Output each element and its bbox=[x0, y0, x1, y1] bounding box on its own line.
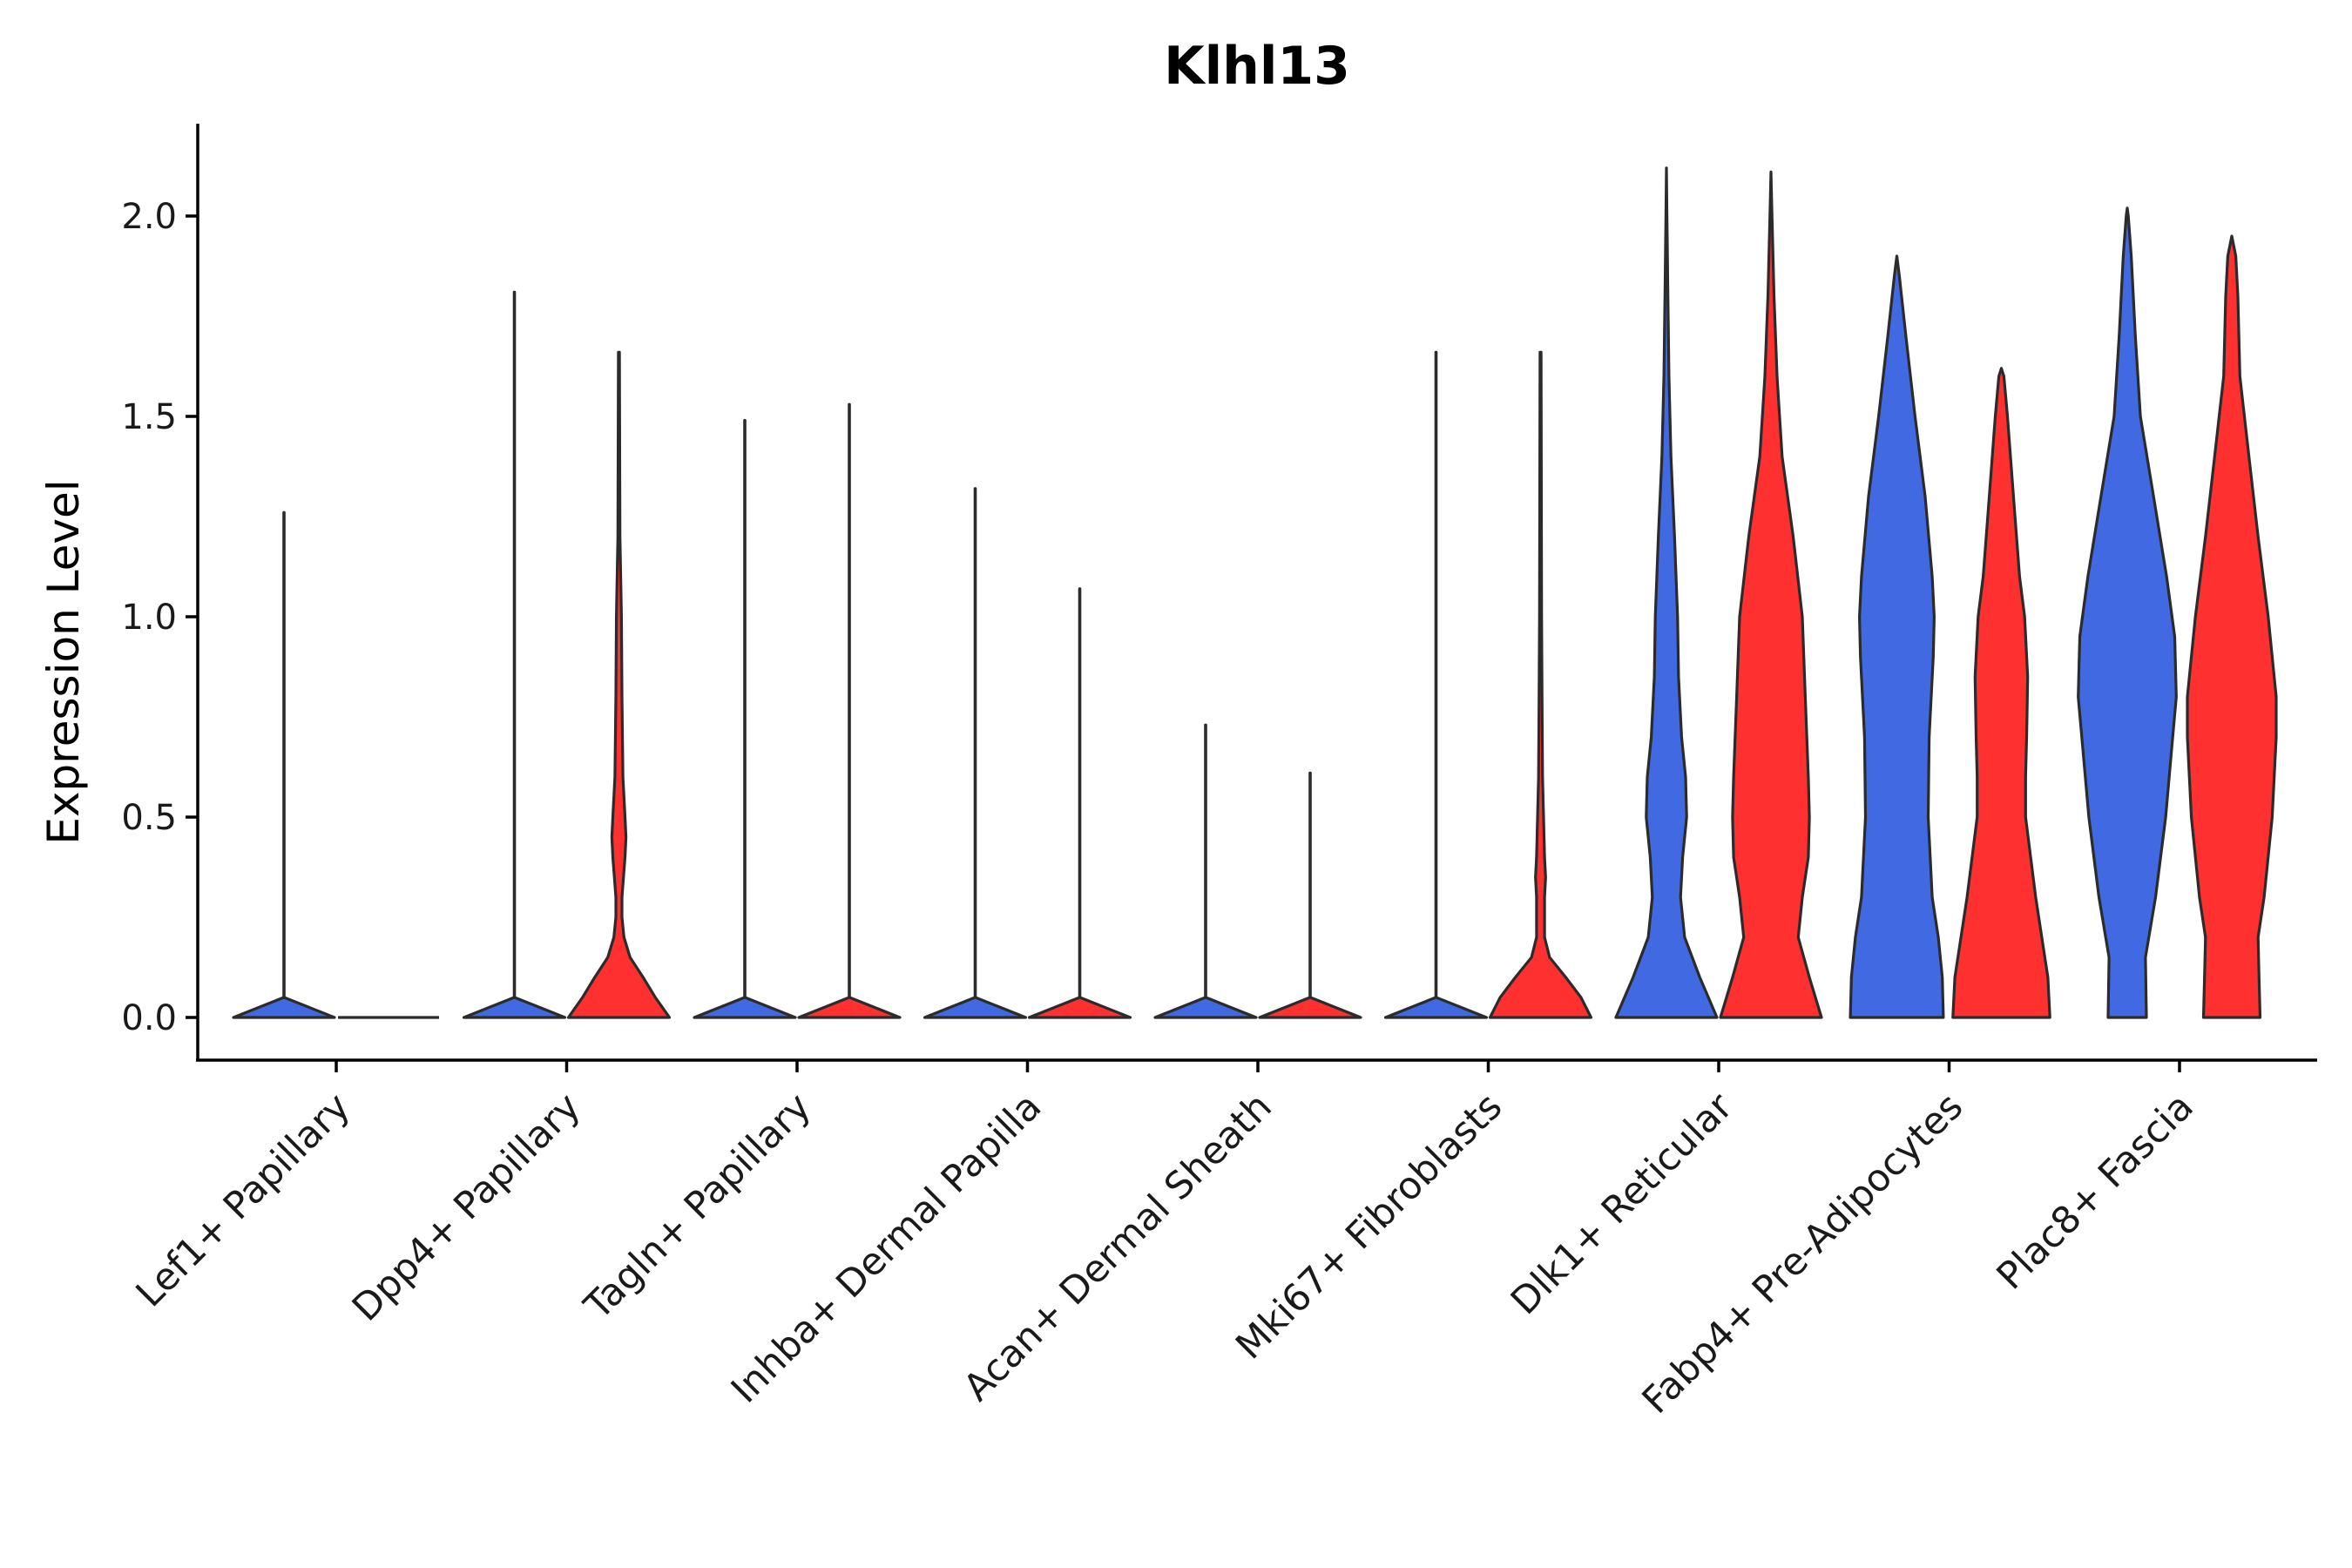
violin-group_b bbox=[797, 402, 902, 1019]
violin-group_b bbox=[1258, 771, 1362, 1019]
x-tick-label: Mki67+ Fibroblasts bbox=[1227, 1085, 1511, 1368]
y-tick-label: 0.5 bbox=[121, 798, 177, 838]
violin-group_b bbox=[1719, 170, 1823, 1019]
violin-group_a bbox=[2077, 206, 2178, 1019]
x-tick-label: Dlk1+ Reticular bbox=[1503, 1085, 1741, 1323]
x-tick-label: Tagln+ Papillary bbox=[576, 1085, 820, 1328]
x-tick-label: Dpp4+ Papillary bbox=[344, 1085, 589, 1329]
violin-group_a bbox=[1848, 254, 1945, 1019]
violin-group_b bbox=[1027, 587, 1132, 1019]
violin-group_b bbox=[1488, 350, 1593, 1019]
chart-title: Klhl13 bbox=[1164, 36, 1350, 97]
violin-group_a bbox=[1614, 166, 1719, 1019]
violin-group_a bbox=[693, 419, 797, 1019]
violin-group_a bbox=[1153, 723, 1258, 1019]
violin-group bbox=[232, 166, 2278, 1019]
violin-group_a bbox=[923, 487, 1028, 1019]
x-tick-label: Lef1+ Papillary bbox=[128, 1085, 359, 1315]
y-tick-label: 0.0 bbox=[121, 998, 177, 1038]
violin-group_b bbox=[1951, 367, 2051, 1019]
x-tick-label: Plac8+ Fascia bbox=[1989, 1085, 2202, 1298]
violin-group_b bbox=[566, 350, 672, 1019]
y-axis-label: Expression Level bbox=[38, 479, 89, 844]
y-tick-label: 2.0 bbox=[121, 197, 177, 237]
violin-group_a bbox=[1383, 350, 1489, 1019]
violin-group_b bbox=[2186, 234, 2278, 1019]
y-axis: 0.0 0.5 1.0 1.5 2.0 bbox=[121, 197, 198, 1038]
violin-group_a bbox=[462, 290, 567, 1019]
y-tick-label: 1.0 bbox=[121, 598, 177, 638]
violin-group_a bbox=[232, 510, 336, 1019]
y-tick-label: 1.5 bbox=[121, 397, 177, 437]
